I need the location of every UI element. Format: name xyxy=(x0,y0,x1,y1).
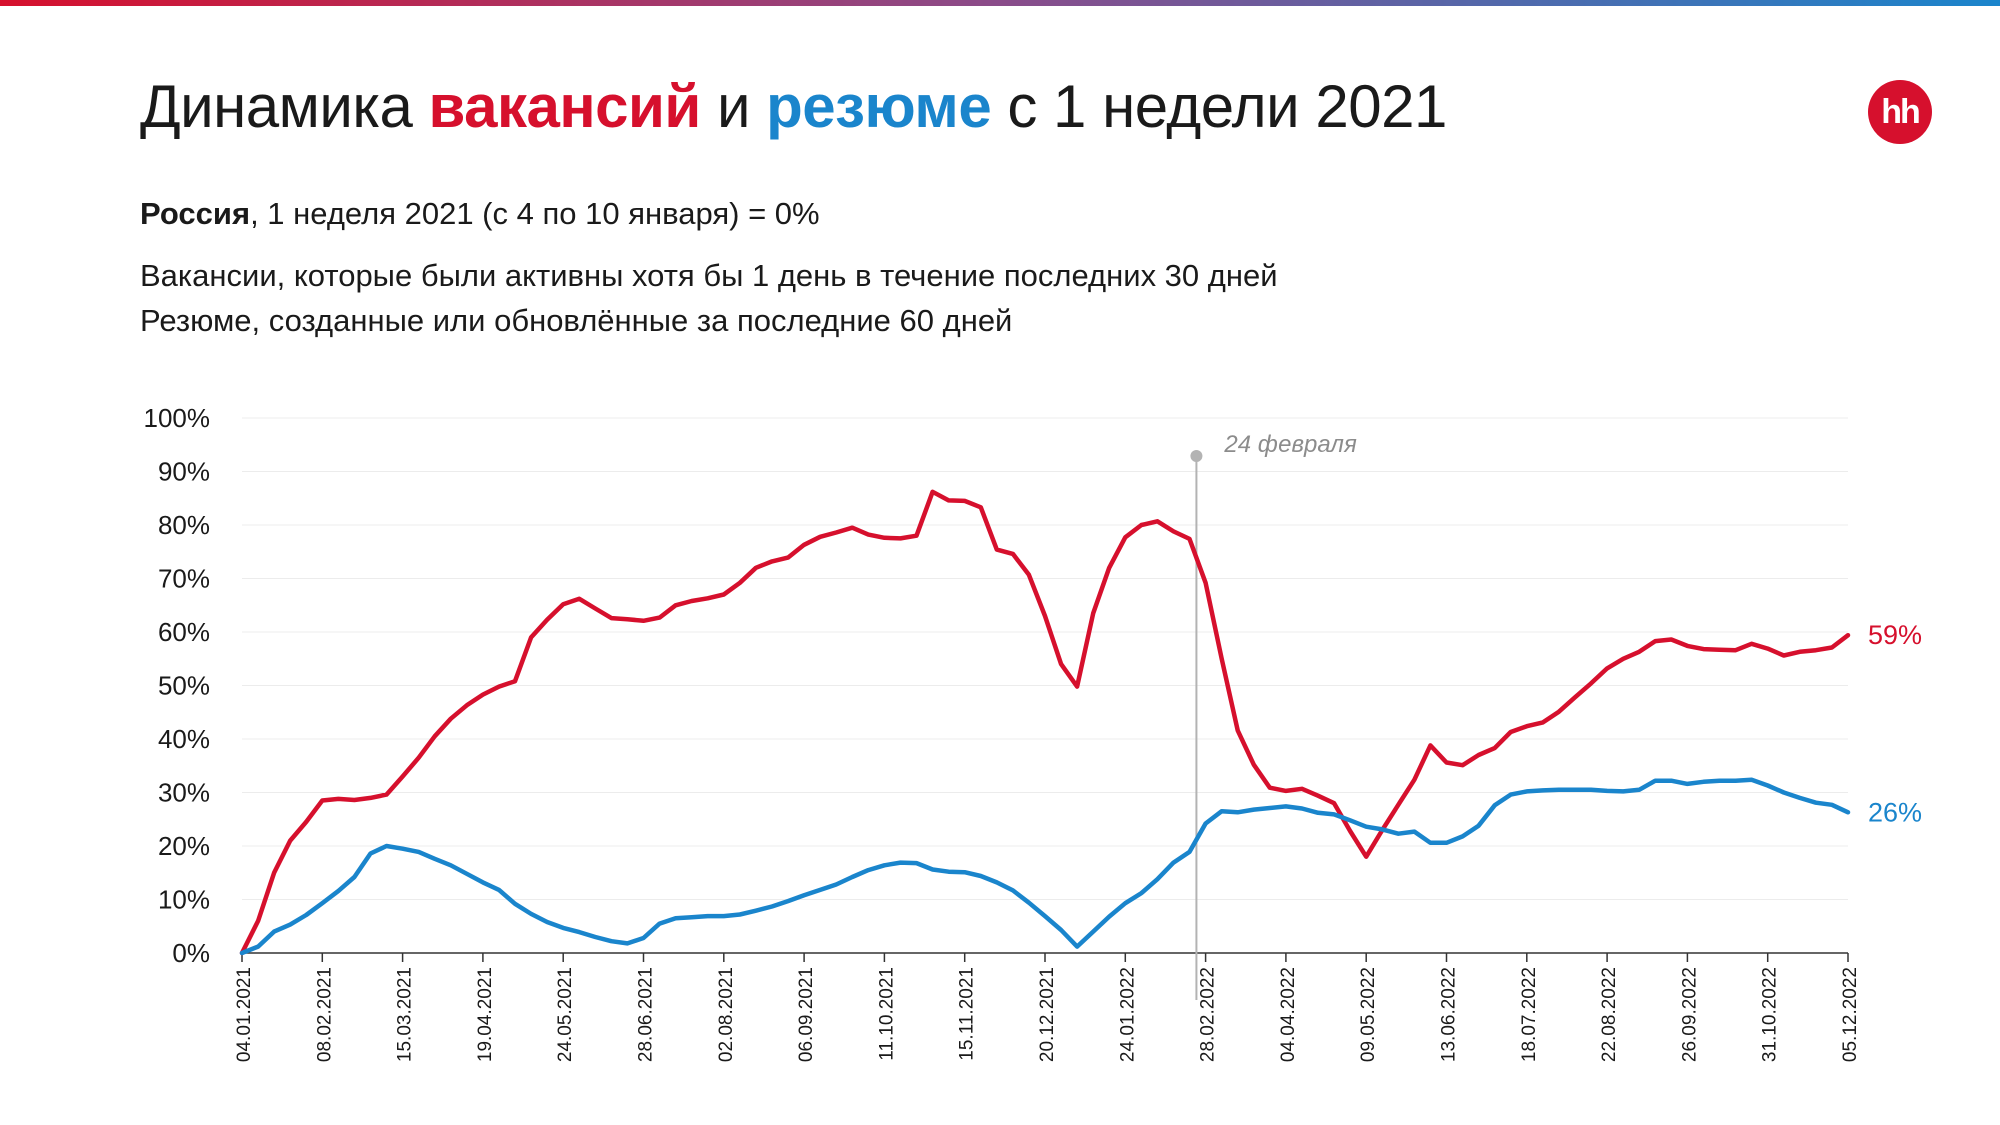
subtitle-baseline: , 1 неделя 2021 (с 4 по 10 января) = 0% xyxy=(250,196,820,231)
y-tick-label: 10% xyxy=(158,885,210,915)
page-title: Динамика вакансий и резюме с 1 недели 20… xyxy=(140,72,1447,141)
x-tick-label: 15.03.2021 xyxy=(395,967,416,1062)
marker-dot xyxy=(1190,450,1203,462)
y-tick-label: 90% xyxy=(158,457,210,487)
y-tick-label: 60% xyxy=(158,617,210,647)
x-tick-label: 26.09.2022 xyxy=(1679,967,1700,1062)
title-resumes: резюме xyxy=(766,73,992,140)
vacancies-end-label: 59% xyxy=(1868,620,1922,650)
x-tick-label: 24.05.2021 xyxy=(555,967,576,1062)
title-vacancies: вакансий xyxy=(428,73,702,140)
resumes-end-label: 26% xyxy=(1868,797,1922,827)
subtitle-country: Россия xyxy=(140,196,251,231)
y-tick-label: 40% xyxy=(158,724,210,754)
x-tick-label: 18.07.2022 xyxy=(1519,967,1540,1062)
x-tick-label: 28.02.2022 xyxy=(1198,967,1219,1062)
x-tick-label: 09.05.2022 xyxy=(1358,967,1379,1062)
resumes-line xyxy=(239,777,1851,956)
title-part1: Динамика xyxy=(140,73,429,140)
y-tick-label: 70% xyxy=(158,564,210,594)
y-tick-label: 100% xyxy=(144,403,211,433)
x-tick-label: 31.10.2022 xyxy=(1760,967,1781,1062)
vacancies-definition: Вакансии, которые были активны хотя бы 1… xyxy=(140,258,1278,293)
y-tick-label: 20% xyxy=(158,831,210,861)
x-tick-label: 11.10.2021 xyxy=(876,967,897,1061)
top-gradient-bar xyxy=(0,0,2000,6)
hh-logo: hh xyxy=(1868,80,1932,144)
x-tick-label: 22.08.2022 xyxy=(1599,967,1620,1062)
vacancies-line xyxy=(239,489,1851,956)
x-tick-label: 28.06.2021 xyxy=(636,967,657,1062)
x-tick-label: 06.09.2021 xyxy=(796,967,817,1062)
x-tick-label: 20.12.2021 xyxy=(1037,967,1058,1062)
x-tick-label: 04.01.2021 xyxy=(234,967,255,1062)
x-tick-label: 24.01.2022 xyxy=(1117,967,1138,1062)
x-tick-label: 04.04.2022 xyxy=(1278,967,1299,1062)
x-tick-label: 15.11.2021 xyxy=(957,967,978,1061)
title-part2: и xyxy=(700,73,767,140)
x-tick-label: 02.08.2021 xyxy=(716,967,737,1062)
x-tick-label: 13.06.2022 xyxy=(1439,967,1460,1062)
x-tick-label: 19.04.2021 xyxy=(475,967,496,1062)
x-tick-label: 05.12.2022 xyxy=(1840,967,1861,1062)
y-tick-label: 30% xyxy=(158,778,210,808)
marker-label: 24 февраля xyxy=(1223,431,1357,458)
resumes-definition: Резюме, созданные или обновлённые за пос… xyxy=(140,303,1013,338)
y-tick-label: 80% xyxy=(158,510,210,540)
title-part3: с 1 недели 2021 xyxy=(991,73,1447,140)
y-tick-label: 0% xyxy=(172,938,210,968)
y-tick-label: 50% xyxy=(158,671,210,701)
x-tick-label: 08.02.2021 xyxy=(314,967,335,1062)
subtitle: Россия, 1 неделя 2021 (с 4 по 10 января)… xyxy=(140,196,820,232)
